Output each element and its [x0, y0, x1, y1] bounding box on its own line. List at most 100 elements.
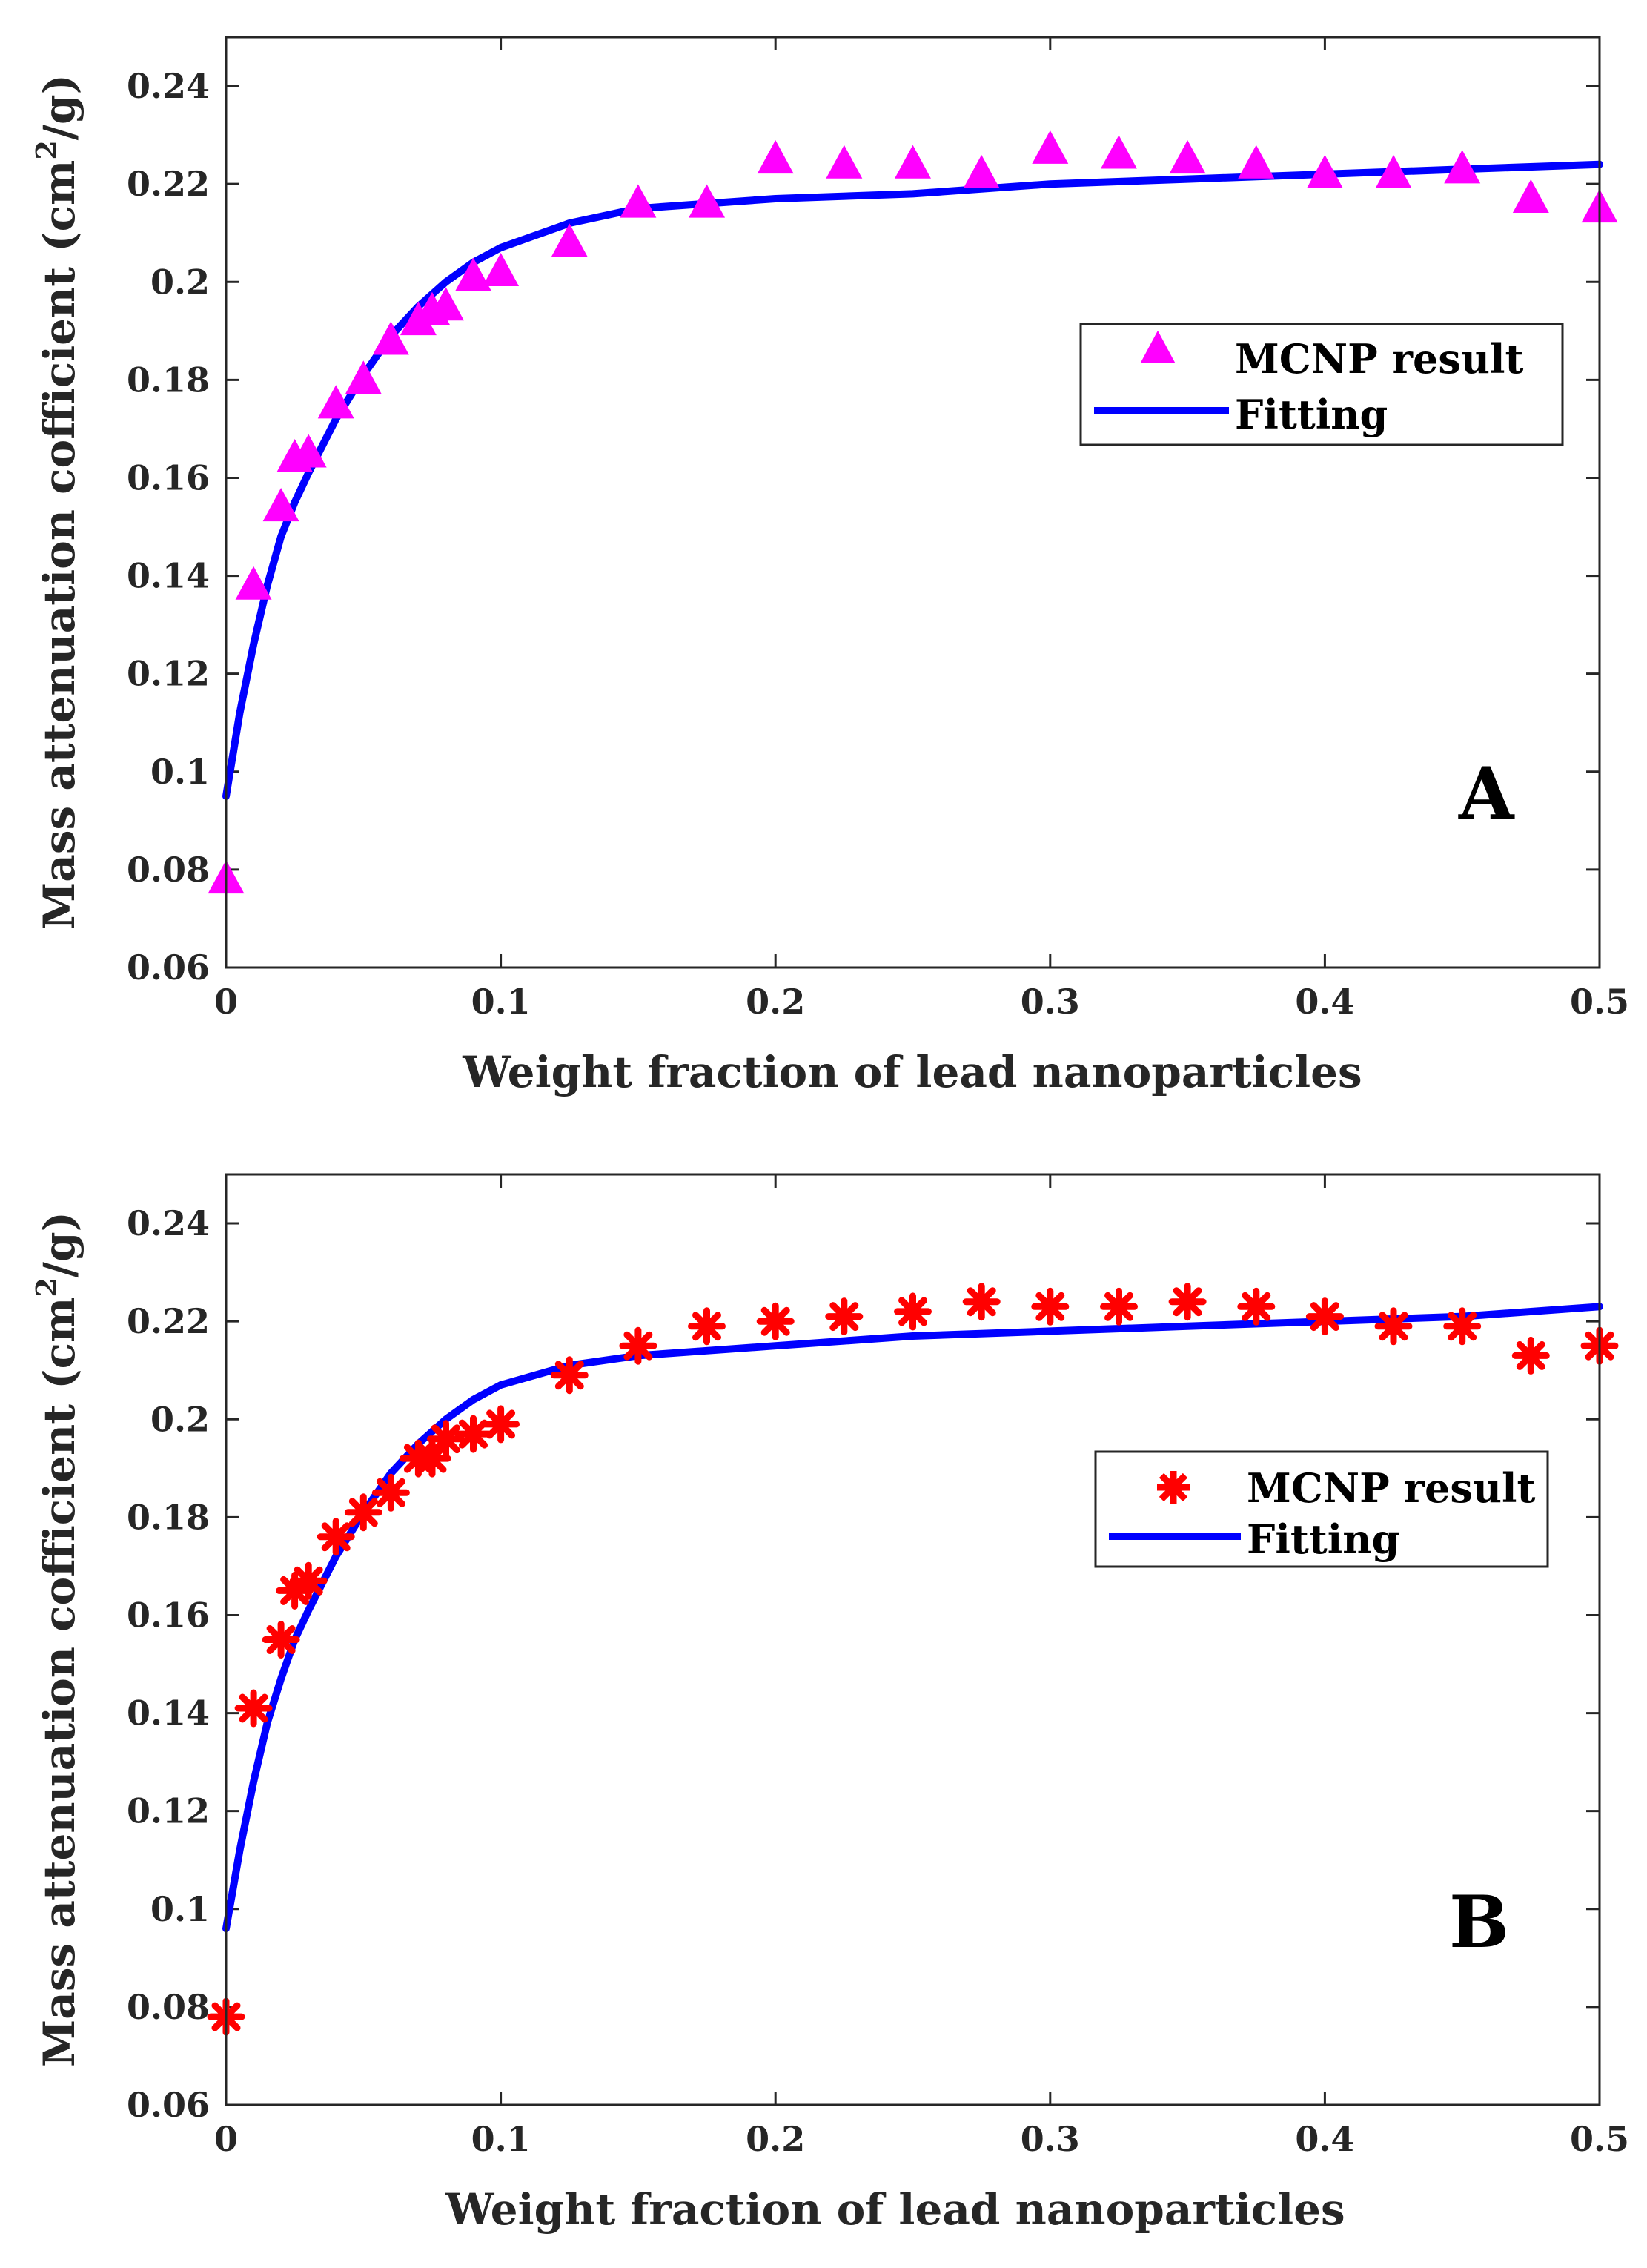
y-axis-title-superscript: 2 — [30, 140, 63, 159]
x-tick-labels: 0 0.1 0.2 0.3 0.4 0.5 — [214, 2119, 1629, 2159]
mcnp-point — [454, 1415, 492, 1453]
y-tick-label: 0.16 — [127, 1595, 210, 1635]
legend-label-fitting: Fitting — [1247, 1515, 1399, 1563]
x-tick-label: 0 — [214, 982, 238, 1022]
y-tick-labels: 0.06 0.08 0.1 0.12 0.14 0.16 0.18 0.2 0.22 0.24 — [127, 1203, 210, 2125]
y-tick-label: 0.2 — [150, 1399, 210, 1439]
chart-panel-b: 0 0.1 0.2 0.3 0.4 0.5 0.06 0.08 0.1 0.12 0.14 0.16… — [30, 1173, 1629, 2235]
mcnp-point — [894, 1292, 932, 1331]
mcnp-point — [483, 252, 520, 287]
mcnp-point — [963, 154, 1000, 188]
x-tick-labels: 0 0.1 0.2 0.3 0.4 0.5 — [214, 982, 1629, 1022]
mcnp-point — [619, 1326, 657, 1365]
legend: MCNP result Fitting — [1079, 323, 1564, 446]
x-tick-label: 0 — [214, 2119, 238, 2159]
mcnp-point — [756, 1302, 795, 1340]
y-tick-label: 0.08 — [127, 1987, 210, 2027]
legend-box — [1094, 1450, 1549, 1568]
mcnp-point — [689, 184, 726, 218]
mcnp-point — [262, 488, 299, 522]
mcnp-point — [688, 1307, 726, 1346]
mcnp-point — [825, 1297, 864, 1336]
x-tick-label: 0.3 — [1021, 2119, 1080, 2159]
y-tick-label: 0.24 — [127, 1203, 210, 1243]
mcnp-point — [1031, 1287, 1070, 1326]
mcnp-point — [1100, 135, 1137, 169]
y-axis-title: Mass attenuation cofficient (cm2/g) — [30, 1211, 84, 2067]
mcnp-point — [344, 1493, 382, 1532]
mcnp-point — [372, 321, 409, 355]
y-tick-label: 0.22 — [127, 1301, 210, 1341]
fitting-series — [222, 160, 1603, 800]
y-tick-label: 0.16 — [127, 457, 210, 497]
mcnp-point — [1374, 1307, 1413, 1346]
y-tick-labels: 0.06 0.08 0.1 0.12 0.14 0.16 0.18 0.2 0.22 0.24 — [127, 66, 210, 988]
mcnp-point — [1444, 150, 1481, 184]
y-tick-label: 0.08 — [127, 850, 210, 890]
y-tick-label: 0.12 — [127, 654, 210, 694]
y-tick-label: 0.14 — [127, 556, 210, 596]
mcnp-point — [1443, 1307, 1482, 1346]
mcnp-series — [208, 130, 1618, 894]
y-axis-title-superscript: 2 — [30, 1277, 63, 1297]
legend-asterisk-marker — [1157, 1471, 1190, 1504]
mcnp-point — [1100, 1287, 1138, 1326]
mcnp-point — [1169, 140, 1206, 174]
x-tick-label: 0.1 — [471, 982, 531, 1022]
mcnp-point — [1305, 1297, 1344, 1336]
x-tick-label: 0.3 — [1021, 982, 1080, 1022]
mcnp-point — [1375, 154, 1412, 188]
x-tick-label: 0.2 — [746, 982, 805, 1022]
mcnp-point — [1237, 1287, 1276, 1326]
mcnp-point — [550, 1356, 589, 1395]
mcnp-point — [1238, 145, 1275, 179]
y-tick-label: 0.22 — [127, 164, 210, 204]
y-axis-title: Mass attenuation cofficient (cm2/g) — [30, 74, 84, 930]
mcnp-point — [1032, 130, 1069, 164]
y-tick-label: 0.12 — [127, 1791, 210, 1831]
x-axis-title: Weight fraction of lead nanoparticles — [445, 2184, 1345, 2235]
mcnp-point — [826, 145, 863, 179]
x-tick-label: 0.4 — [1295, 982, 1354, 1022]
mcnp-point — [1511, 1336, 1550, 1375]
mcnp-point — [1168, 1283, 1207, 1321]
mcnp-point — [455, 257, 492, 291]
x-tick-label: 0.1 — [471, 2119, 531, 2159]
mcnp-point — [757, 140, 794, 174]
mcnp-point — [413, 1439, 451, 1478]
mcnp-point — [895, 145, 931, 179]
x-tick-label: 0.5 — [1570, 982, 1629, 1022]
mcnp-point — [290, 434, 327, 468]
y-tick-label: 0.06 — [127, 2085, 210, 2125]
x-tick-label: 0.5 — [1570, 2119, 1629, 2159]
y-tick-label: 0.18 — [127, 1497, 210, 1537]
mcnp-point — [1512, 179, 1549, 213]
mcnp-point — [551, 223, 588, 257]
y-tick-label: 0.18 — [127, 360, 210, 400]
y-tick-label: 0.06 — [127, 948, 210, 988]
mcnp-point — [289, 1561, 328, 1600]
mcnp-point — [482, 1405, 520, 1444]
mcnp-point — [620, 184, 657, 218]
mcnp-point — [235, 566, 272, 600]
plot-frame — [225, 1173, 1601, 2106]
chart-panel-a: 0 0.1 0.2 0.3 0.4 0.5 0.06 0.08 0.1 0.12 0.14 0.16… — [30, 36, 1629, 1097]
mcnp-point — [262, 1621, 300, 1659]
x-tick-label: 0.2 — [746, 2119, 805, 2159]
plot-frame — [225, 36, 1601, 969]
fitting-line — [222, 160, 1603, 800]
legend-label-fitting: Fitting — [1235, 391, 1388, 438]
legend-label-mcnp: MCNP result — [1235, 335, 1524, 383]
legend: MCNP result Fitting — [1094, 1450, 1549, 1568]
legend-label-mcnp: MCNP result — [1247, 1464, 1536, 1512]
legend-triangle-marker — [1140, 330, 1176, 363]
mcnp-point — [1306, 154, 1343, 188]
panel-label: B — [1449, 1880, 1509, 1964]
x-axis-title: Weight fraction of lead nanoparticles — [462, 1047, 1362, 1097]
mcnp-point — [317, 1518, 355, 1556]
fitting-line — [222, 1303, 1603, 1933]
mcnp-point — [962, 1283, 1001, 1321]
fitting-series — [222, 1303, 1603, 1933]
y-tick-label: 0.24 — [127, 66, 210, 106]
